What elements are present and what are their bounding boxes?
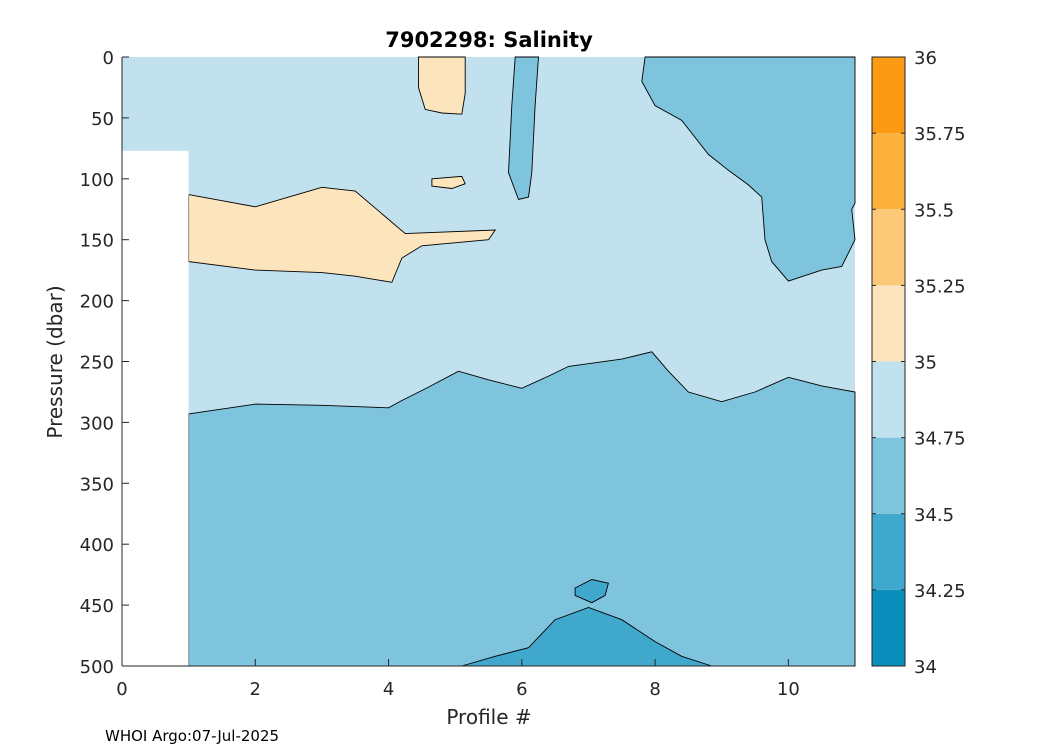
contour-region-surface-low-east bbox=[641, 56, 856, 282]
colorbar-segment bbox=[872, 285, 905, 362]
contour-region-salty-intrusion bbox=[188, 186, 497, 283]
y-tick-label: 500 bbox=[80, 657, 114, 678]
y-tick-label: 50 bbox=[91, 109, 114, 130]
x-tick-label: 6 bbox=[516, 679, 527, 700]
contour-region-deep-min-blob bbox=[574, 579, 609, 604]
footer-credit: WHOI Argo:07-Jul-2025 bbox=[105, 727, 279, 745]
colorbar-tick-label: 36 bbox=[914, 48, 937, 69]
colorbar-tick-label: 34.25 bbox=[914, 581, 966, 602]
x-tick-label: 0 bbox=[116, 679, 127, 700]
y-tick-label: 150 bbox=[80, 231, 114, 252]
x-tick-label: 4 bbox=[383, 679, 394, 700]
y-tick-label: 0 bbox=[103, 48, 114, 69]
x-tick-label: 8 bbox=[649, 679, 660, 700]
colorbar-segment bbox=[872, 57, 905, 134]
chart-title: 7902298: Salinity bbox=[385, 28, 593, 52]
colorbar-tick-label: 35.5 bbox=[914, 200, 954, 221]
y-tick-label: 300 bbox=[80, 413, 114, 434]
contour-region-salty-surface-patch bbox=[418, 56, 466, 115]
y-tick-label: 450 bbox=[80, 596, 114, 617]
y-tick-label: 400 bbox=[80, 535, 114, 556]
colorbar-segment bbox=[872, 361, 905, 438]
contour-region-surface-low-tongue bbox=[508, 56, 539, 201]
x-tick-label: 2 bbox=[250, 679, 261, 700]
colorbar-segment bbox=[872, 589, 905, 666]
colorbar-tick-label: 35.75 bbox=[914, 124, 966, 145]
colorbar-segment bbox=[872, 437, 905, 514]
colorbar-tick-label: 35.25 bbox=[914, 276, 966, 297]
colorbar-tick-label: 34 bbox=[914, 657, 937, 678]
x-tick-label: 10 bbox=[777, 679, 800, 700]
x-axis-label: Profile # bbox=[446, 705, 531, 729]
contour-region-deep-min-core bbox=[461, 607, 712, 667]
contour-region-fresh-deep-layer bbox=[188, 351, 856, 667]
colorbar-segment bbox=[872, 513, 905, 590]
colorbar-tick-label: 34.75 bbox=[914, 429, 966, 450]
y-axis-label: Pressure (dbar) bbox=[43, 285, 67, 438]
colorbar-segment bbox=[872, 133, 905, 210]
colorbar-segment bbox=[872, 209, 905, 286]
colorbar-tick-label: 35 bbox=[914, 353, 937, 374]
contour-region-salty-small-patch bbox=[431, 175, 466, 189]
plot-area bbox=[122, 56, 856, 667]
no-data-area bbox=[122, 150, 189, 666]
y-tick-label: 250 bbox=[80, 353, 114, 374]
y-tick-label: 200 bbox=[80, 292, 114, 313]
y-tick-label: 350 bbox=[80, 474, 114, 495]
colorbar: 34 34.25 34.5 34.75 35 35.25 35.5 35.75 36 bbox=[871, 48, 966, 678]
colorbar-tick-label: 34.5 bbox=[914, 505, 954, 526]
y-tick-label: 100 bbox=[80, 170, 114, 191]
